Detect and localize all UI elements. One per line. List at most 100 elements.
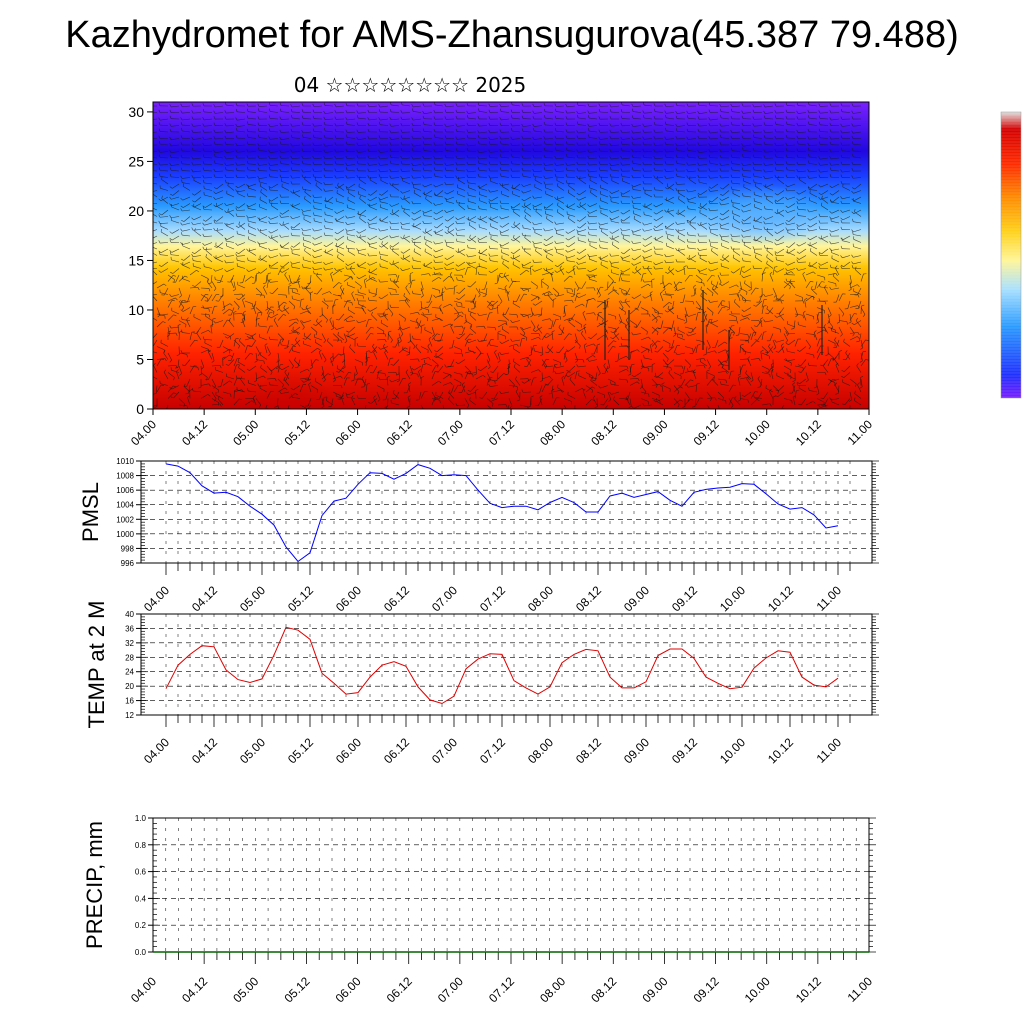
x-tick-label: 09.00: [639, 974, 670, 1005]
colorbar-fill: [1001, 112, 1021, 398]
x-tick-label: 10.00: [717, 583, 748, 614]
warm-core: [242, 299, 342, 409]
x-tick-label: 04.00: [141, 735, 172, 766]
x-tick-label: 05.12: [285, 583, 316, 614]
x-tick-label: 06.12: [381, 735, 412, 766]
x-tick-label: 10.00: [742, 417, 773, 448]
y-tick-label: 1004: [116, 501, 134, 510]
x-tick-label: 11.00: [845, 974, 876, 1005]
x-tick-label: 08.12: [573, 735, 604, 766]
x-tick-label: 08.00: [537, 417, 568, 448]
x-tick-label: 07.00: [435, 417, 466, 448]
y-tick-label: 36: [125, 624, 134, 633]
plot-frame: [140, 613, 873, 716]
x-tick-label: 05.00: [237, 583, 268, 614]
x-tick-label: 04.12: [189, 735, 220, 766]
x-tick-label: 06.12: [384, 417, 415, 448]
x-tick-label: 07.00: [429, 735, 460, 766]
y-tick-label: 32: [125, 639, 134, 648]
y-tick-label: 0.8: [135, 841, 147, 850]
x-tick-label: 05.00: [230, 974, 261, 1005]
x-tick-label: 08.12: [573, 583, 604, 614]
y-tick-label: 16: [125, 697, 134, 706]
y-tick-label: 0.0: [135, 948, 147, 957]
x-tick-label: 06.00: [333, 735, 364, 766]
x-tick-label: 04.00: [141, 583, 172, 614]
cross-section-plot: 0 5 10 15 20 25 30 04.00 04.12 05.00 05.12 06.00 06.…: [128, 101, 876, 448]
x-tick-label: 08.00: [525, 735, 556, 766]
x-tick-label: 07.12: [486, 417, 517, 448]
x-tick-label: 10.00: [717, 735, 748, 766]
y-tick-label: 1006: [116, 486, 134, 495]
x-tick-label: 10.12: [793, 417, 824, 448]
x-tick-label: 10.12: [793, 974, 824, 1005]
y-tick-label: 1002: [116, 515, 134, 524]
pmsl-panel: 996 998 1000 1002 1004 1006 1008 1010 04.00 04.12…: [78, 457, 879, 614]
y-tick-label: 1000: [116, 530, 134, 539]
y-tick-label: 998: [121, 544, 135, 553]
x-tick-label: 08.12: [588, 974, 619, 1005]
y-tick-label: 10: [128, 302, 144, 318]
wind-barbs: [153, 102, 869, 409]
x-tick-label: 04.12: [179, 974, 210, 1005]
x-tick-label: 04.12: [189, 583, 220, 614]
y-axis-label: PMSL: [78, 482, 103, 542]
x-tick-label: 06.00: [333, 583, 364, 614]
x-tick-label: 10.12: [765, 735, 796, 766]
x-tick-label: 10.00: [742, 974, 773, 1005]
x-tick-label: 11.00: [845, 417, 876, 448]
x-tick-label: 04.00: [128, 974, 159, 1005]
y-tick-label: 30: [128, 104, 144, 120]
y-tick-label: 24: [125, 668, 134, 677]
x-tick-label: 11.00: [814, 583, 845, 614]
y-axis-label: TEMP at 2 M: [84, 601, 109, 729]
page-title: Kazhydromet for AMS-Zhansugurova(45.387 …: [65, 14, 959, 56]
x-tick-label: 09.00: [621, 735, 652, 766]
x-tick-label: 08.00: [525, 583, 556, 614]
y-tick-label: 20: [128, 203, 144, 219]
y-tick-label: 1.0: [135, 814, 147, 823]
x-tick-label: 09.12: [669, 583, 700, 614]
page-subtitle: 04 ☆☆☆☆☆☆☆☆ 2025: [293, 73, 527, 97]
y-tick-label: 40: [125, 610, 134, 619]
y-tick-label: 28: [125, 653, 134, 662]
x-tick-label: 08.12: [588, 417, 619, 448]
x-tick-label: 05.12: [285, 735, 316, 766]
x-tick-label: 07.00: [435, 974, 466, 1005]
x-tick-label: 04.12: [179, 417, 210, 448]
x-tick-label: 08.00: [537, 974, 568, 1005]
temp-panel: 12 16 20 24 28 32 36 40 04.00 04.12 05.00 05.12 06.0…: [84, 601, 879, 766]
x-tick-label: 09.00: [639, 417, 670, 448]
x-tick-label: 10.12: [765, 583, 796, 614]
y-tick-label: 20: [125, 682, 134, 691]
plot-frame: [140, 460, 873, 564]
y-axis-label: PRECIP, mm: [82, 821, 107, 949]
x-tick-label: 06.00: [333, 974, 364, 1005]
x-tick-label: 04.00: [128, 417, 159, 448]
x-tick-label: 09.12: [669, 735, 700, 766]
y-tick-label: 5: [136, 351, 144, 367]
x-tick-label: 05.12: [281, 417, 312, 448]
y-tick-label: 1010: [116, 457, 134, 466]
y-tick-label: 0.4: [135, 894, 147, 903]
x-tick-label: 05.00: [237, 735, 268, 766]
x-tick-label: 07.12: [486, 974, 517, 1005]
x-tick-label: 07.00: [429, 583, 460, 614]
x-tick-label: 09.12: [691, 417, 722, 448]
x-tick-label: 11.00: [814, 735, 845, 766]
x-tick-label: 06.12: [381, 583, 412, 614]
y-tick-label: 12: [125, 711, 134, 720]
x-tick-label: 07.12: [477, 735, 508, 766]
y-tick-label: 0.6: [135, 868, 147, 877]
x-tick-label: 07.12: [477, 583, 508, 614]
colorbar: [1000, 111, 1022, 399]
y-tick-label: 996: [121, 559, 135, 568]
x-tick-label: 06.12: [384, 974, 415, 1005]
x-tick-label: 05.00: [230, 417, 261, 448]
cool-patch: [690, 185, 830, 245]
x-tick-label: 06.00: [333, 417, 364, 448]
precip-panel: 0.0 0.2 0.4 0.6 0.8 1.0 04.00 04.12 05.00 05.12 06…: [82, 814, 876, 1005]
y-tick-label: 15: [128, 252, 144, 268]
y-tick-label: 25: [128, 153, 144, 169]
